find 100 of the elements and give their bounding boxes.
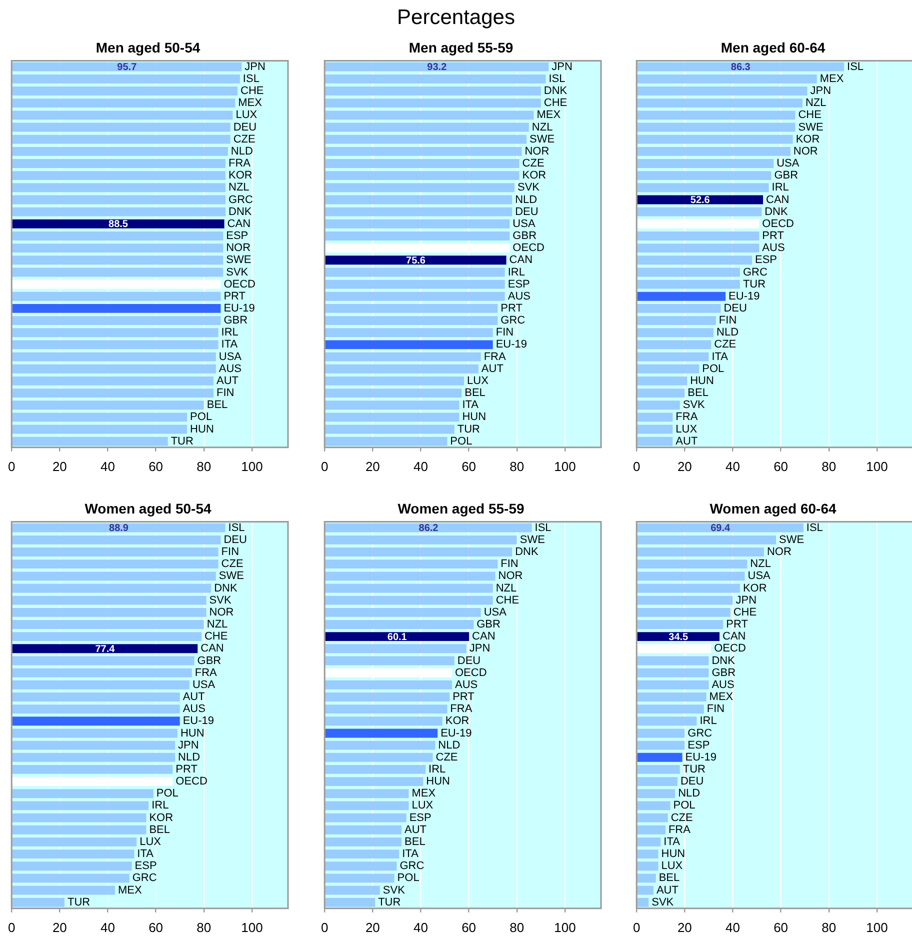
- bar: [637, 146, 790, 156]
- x-tick-label: 80: [510, 920, 524, 935]
- bar: [325, 728, 438, 738]
- y-tick-label: GBR: [512, 230, 537, 242]
- bar: [325, 608, 481, 617]
- bar: [12, 424, 188, 434]
- bar: [325, 74, 546, 84]
- y-tick-label: USA: [748, 570, 772, 582]
- y-tick-label: NOR: [209, 606, 234, 618]
- y-tick-label: GRC: [228, 194, 254, 206]
- bar: [325, 304, 498, 313]
- y-tick-label: AUS: [712, 678, 734, 691]
- bar: [637, 886, 654, 895]
- y-tick-label: KOR: [742, 582, 767, 594]
- bar: [637, 74, 817, 84]
- y-tick-label: SWE: [779, 534, 804, 546]
- bar: [12, 825, 146, 834]
- y-tick-label: HUN: [661, 848, 686, 860]
- bar: [637, 560, 748, 569]
- bar: [12, 256, 224, 265]
- y-tick-label: KOR: [796, 133, 820, 146]
- y-tick-label: KOR: [522, 170, 546, 182]
- bar: [325, 535, 517, 544]
- bar: [325, 86, 541, 96]
- bar: [325, 874, 394, 883]
- y-tick-label: FIN: [500, 558, 518, 570]
- y-tick-label: FRA: [484, 350, 506, 363]
- y-tick-label: NLD: [178, 751, 200, 764]
- bar: [637, 436, 673, 446]
- y-tick-label: MEX: [820, 72, 844, 85]
- data-label: 60.1: [387, 632, 408, 643]
- y-tick-label: ITA: [712, 350, 729, 363]
- bar: [12, 62, 242, 72]
- bar: [12, 74, 240, 84]
- bar: [637, 364, 700, 374]
- y-tick-label: DNK: [214, 582, 238, 594]
- bar: [637, 548, 764, 556]
- chart-title: Women aged 55-59: [398, 500, 524, 516]
- y-tick-label: POL: [702, 362, 724, 375]
- y-tick-label: CZE: [522, 158, 544, 170]
- y-tick-label: OECD: [454, 666, 487, 679]
- bar: [325, 548, 512, 556]
- bar: [325, 716, 442, 726]
- chart-title: Men aged 60-64: [720, 39, 826, 56]
- y-tick-label: OECD: [512, 242, 545, 254]
- y-tick-label: JPN: [469, 642, 490, 655]
- x-tick-label: 40: [100, 458, 115, 474]
- bar: [12, 268, 224, 277]
- bar: [637, 352, 709, 362]
- x-tick-label: 0: [321, 920, 328, 935]
- y-tick-label: ESP: [688, 739, 710, 752]
- bar: [12, 752, 176, 762]
- y-tick-label: NOR: [766, 546, 792, 558]
- bar: [325, 292, 505, 301]
- y-tick-label: CZE: [221, 558, 244, 570]
- bar: [325, 596, 493, 605]
- y-tick-label: AUS: [218, 362, 242, 375]
- bar: [637, 183, 769, 192]
- bar: [325, 195, 512, 204]
- y-tick-label: DEU: [233, 121, 257, 134]
- y-tick-label: LUX: [676, 423, 698, 436]
- bar: [325, 62, 549, 72]
- y-tick-label: TUR: [682, 763, 706, 776]
- x-tick-label: 40: [100, 920, 115, 935]
- bar: [325, 813, 406, 822]
- bar: [12, 668, 192, 678]
- bar: [325, 146, 522, 156]
- x-tick-label: 100: [241, 920, 263, 935]
- data-label: 75.6: [406, 255, 426, 266]
- bar: [637, 388, 685, 398]
- y-tick-label: IRL: [152, 800, 169, 812]
- bar: [12, 122, 230, 132]
- x-tick-label: 60: [148, 920, 164, 935]
- y-tick-label: CZE: [714, 338, 736, 351]
- bar: [325, 680, 452, 690]
- y-tick-label: EU-19: [224, 302, 255, 314]
- bar: [637, 400, 680, 410]
- y-tick-label: JPN: [552, 60, 572, 73]
- bar: [12, 837, 137, 846]
- bar: [12, 436, 168, 446]
- bar: [637, 680, 709, 690]
- bar: [637, 752, 682, 762]
- bar: [637, 620, 724, 629]
- bar: [637, 535, 776, 544]
- x-tick-label: 100: [554, 920, 576, 935]
- bar: [12, 412, 188, 422]
- bar: [637, 523, 804, 532]
- bar: [12, 608, 206, 617]
- y-tick-label: AUT: [676, 435, 698, 448]
- bar: [325, 207, 512, 216]
- y-tick-label: BEL: [404, 836, 426, 848]
- y-tick-label: AUS: [508, 290, 530, 302]
- bar: [325, 400, 460, 410]
- data-label: 93.2: [427, 62, 448, 74]
- bar: [637, 898, 649, 907]
- y-tick-label: ESP: [226, 230, 248, 242]
- data-label: 69.4: [710, 523, 730, 534]
- bar: [12, 850, 134, 859]
- bar: [637, 159, 774, 168]
- y-tick-label: MEX: [536, 109, 562, 122]
